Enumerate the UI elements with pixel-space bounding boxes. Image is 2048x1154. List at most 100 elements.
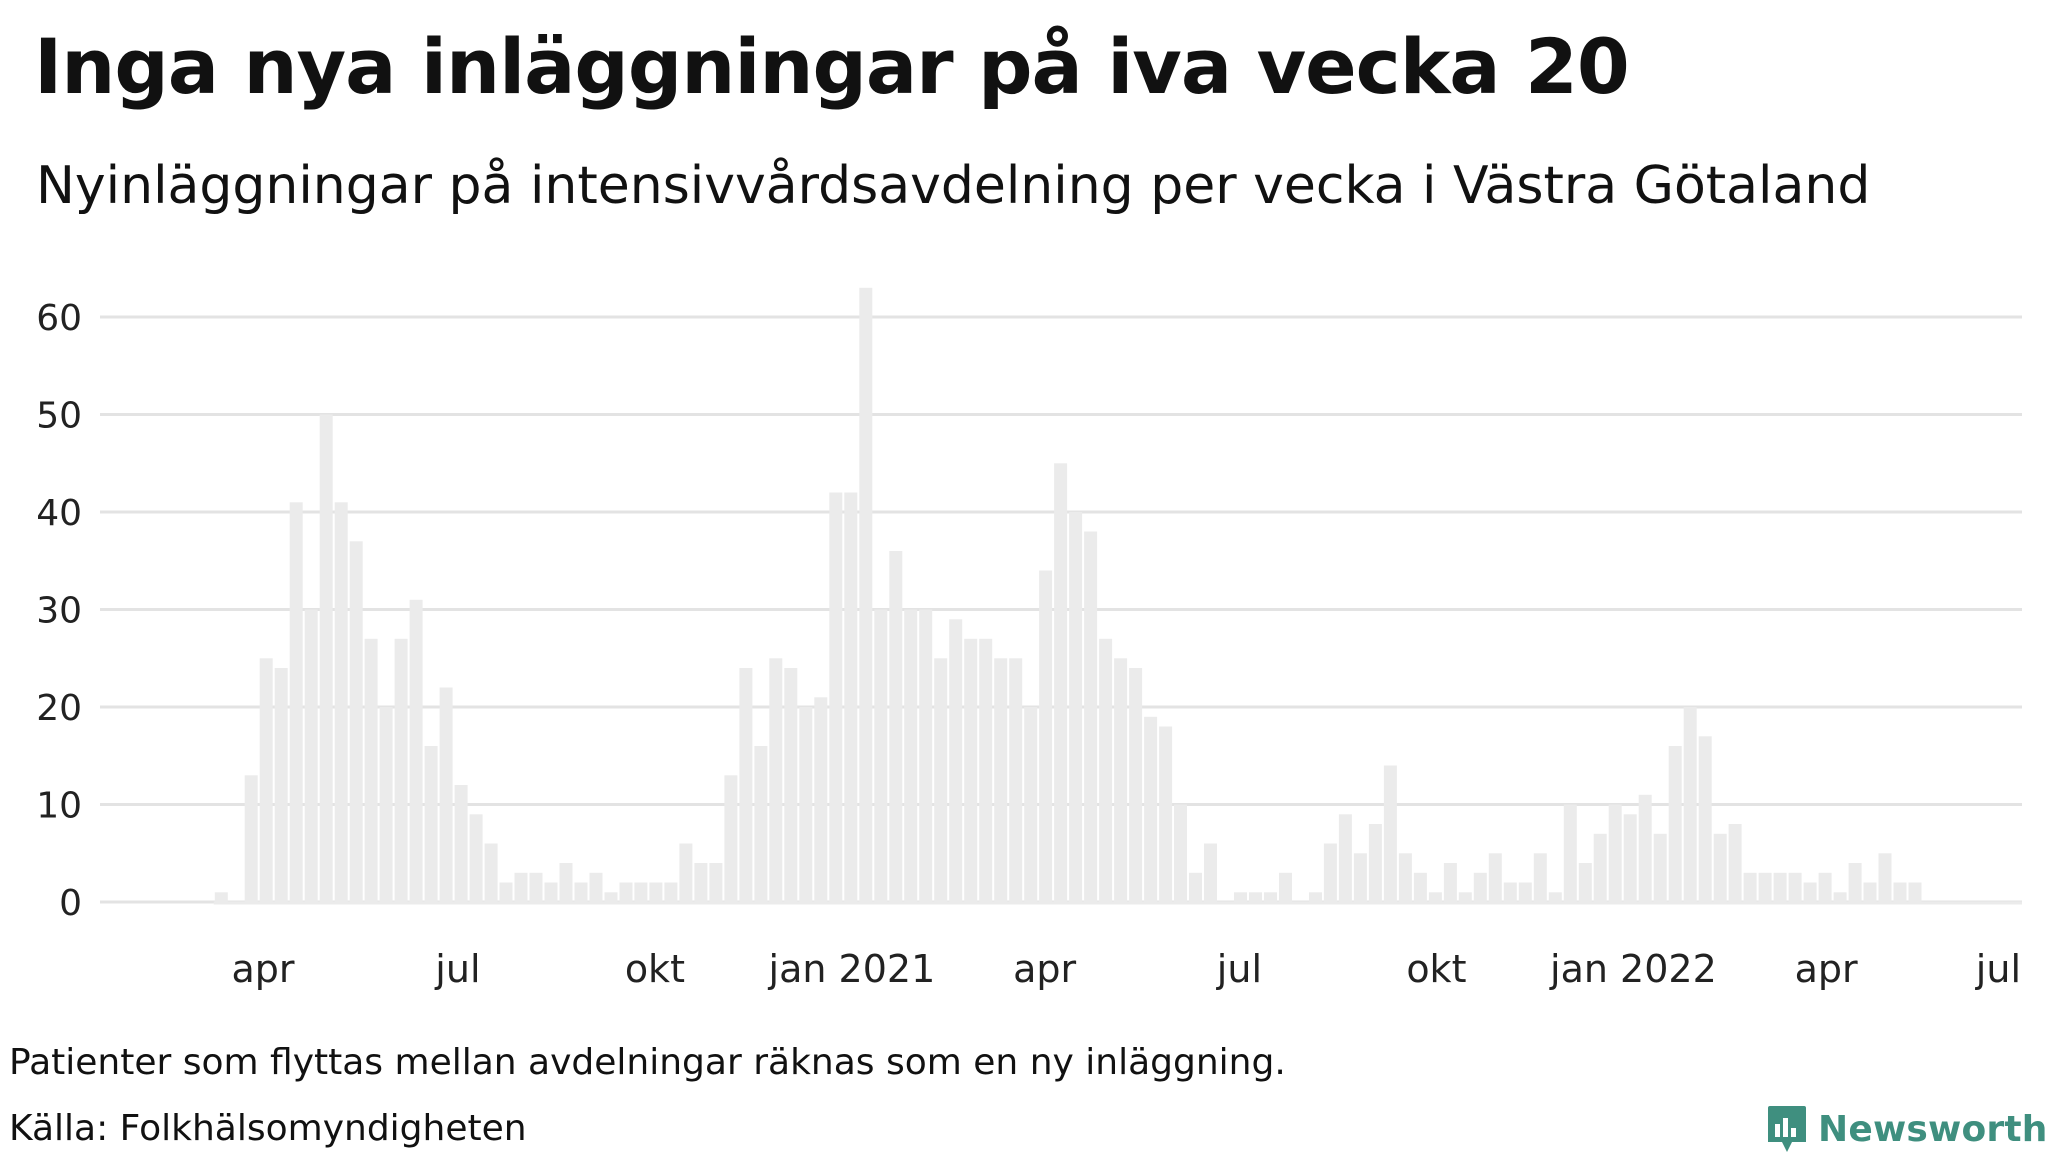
bar (409, 599, 423, 903)
bar (1653, 833, 1667, 903)
bar (1413, 872, 1427, 903)
bar (454, 785, 468, 902)
bar (484, 843, 498, 902)
y-tick-label: 50 (36, 396, 82, 437)
bar (1069, 512, 1083, 902)
bar (1848, 863, 1862, 902)
x-tick-label: okt (625, 947, 685, 991)
bar (1099, 638, 1113, 903)
bar (679, 843, 693, 902)
bar (649, 882, 663, 902)
bar (379, 707, 393, 902)
bar (244, 775, 258, 903)
bar (1743, 872, 1757, 903)
bar (289, 502, 303, 903)
bar (1548, 892, 1562, 903)
bar (1818, 872, 1832, 903)
bar (469, 814, 483, 903)
bar (814, 697, 828, 903)
bar (574, 882, 588, 902)
bar (529, 872, 543, 903)
bar (499, 882, 513, 902)
bar (634, 882, 648, 902)
y-tick-label: 60 (36, 298, 82, 339)
bar (514, 872, 528, 903)
bar (1458, 892, 1472, 903)
y-tick-label: 0 (59, 883, 82, 924)
y-tick-label: 20 (36, 688, 82, 729)
bar (799, 707, 813, 902)
bar (1698, 736, 1712, 903)
bar (844, 492, 858, 902)
x-tick-label: jul (434, 947, 480, 991)
bar (724, 775, 738, 903)
bar (1144, 716, 1158, 903)
bar (934, 658, 948, 903)
bar (1309, 892, 1322, 903)
x-tick-label: jan 2021 (768, 947, 936, 991)
bar (1863, 882, 1877, 902)
bar (994, 658, 1008, 903)
bar (694, 863, 708, 902)
bar (1174, 804, 1187, 902)
y-axis-ticks: 0 10 20 30 40 50 60 (36, 298, 82, 924)
bar (1249, 892, 1262, 903)
x-tick-label: apr (1013, 947, 1076, 991)
x-tick-label: jan 2022 (1549, 947, 1717, 991)
bar (1054, 463, 1068, 903)
bar (334, 502, 348, 903)
bar (1443, 863, 1457, 902)
bar (1488, 853, 1502, 903)
bar (709, 863, 723, 902)
bar (1533, 853, 1547, 903)
newsworthy-logo-text: Newsworthy (1818, 1108, 2048, 1150)
x-tick-label: jul (1975, 947, 2021, 991)
bar (919, 609, 933, 902)
bar (1773, 872, 1787, 903)
bar (664, 882, 678, 902)
bar (274, 668, 288, 902)
bar (1264, 892, 1277, 903)
bar (349, 541, 363, 903)
bar (259, 658, 273, 903)
bar (589, 872, 603, 903)
x-tick-label: okt (1406, 947, 1466, 991)
bar (739, 668, 753, 902)
newsworthy-logo: Newsworthy (1766, 1104, 2048, 1154)
bar (1833, 892, 1847, 903)
newsworthy-logo-icon (1768, 1106, 1806, 1152)
bar (1893, 882, 1907, 902)
bar (1039, 570, 1053, 902)
bar (1383, 765, 1397, 902)
bar (394, 638, 408, 903)
bar (1623, 814, 1637, 903)
bar (1009, 658, 1023, 903)
bar (1638, 794, 1652, 903)
bar (214, 892, 228, 903)
bar (1788, 872, 1802, 903)
bar (1878, 853, 1892, 903)
bar (544, 882, 558, 902)
bar (1578, 863, 1592, 902)
bar (1803, 882, 1817, 902)
bar (1129, 668, 1143, 902)
source-credit: Källa: Folkhälsomyndigheten (9, 1108, 527, 1149)
x-tick-label: apr (1795, 947, 1858, 991)
bar (754, 746, 768, 902)
footnote: Patienter som flyttas mellan avdelningar… (9, 1042, 1286, 1083)
x-tick-label: apr (231, 947, 294, 991)
bar (1189, 872, 1202, 903)
bar (1338, 814, 1352, 903)
bar (1473, 872, 1487, 903)
bar (439, 687, 453, 902)
bar (859, 287, 873, 903)
bar (1908, 882, 1922, 902)
bar (1368, 824, 1382, 902)
x-tick-label: jul (1216, 947, 1262, 991)
bar (1563, 804, 1577, 902)
chart-title: Inga nya inläggningar på iva vecka 20 (34, 22, 1630, 111)
bar (1398, 853, 1412, 903)
bar (1758, 872, 1772, 903)
bar (1713, 833, 1727, 903)
bar (829, 492, 843, 902)
